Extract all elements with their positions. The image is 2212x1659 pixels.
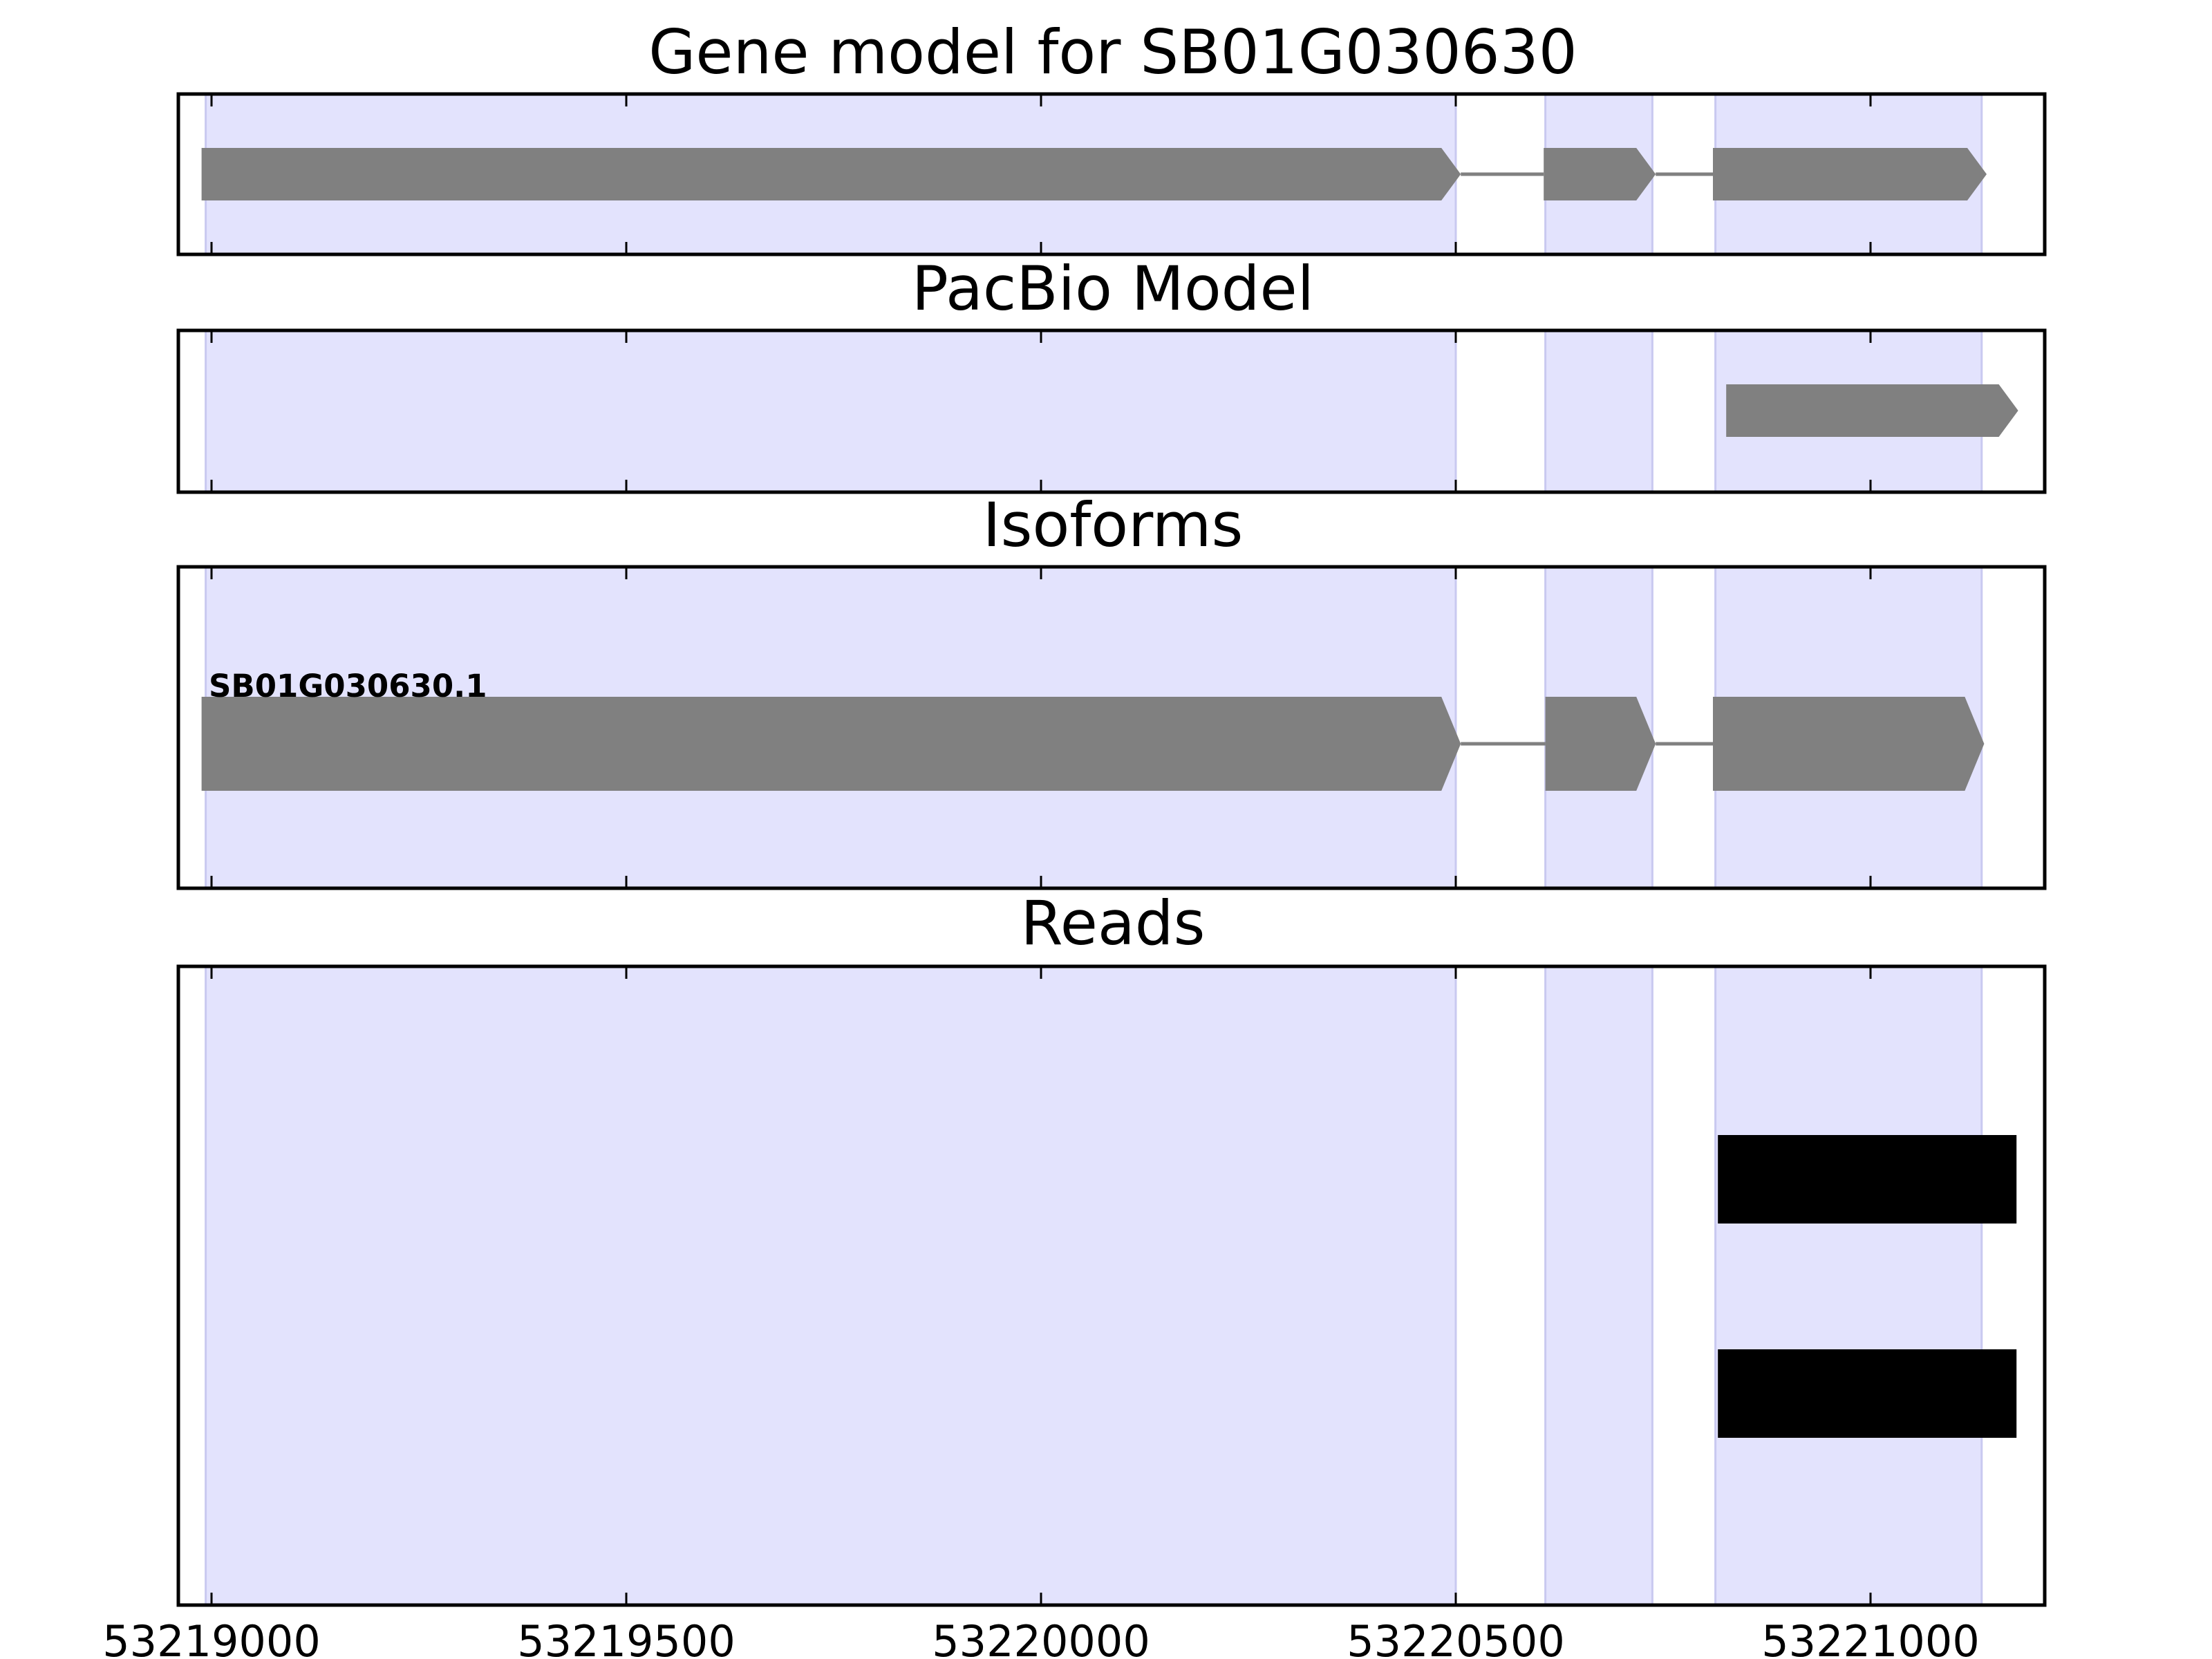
x-tick-label: 53220500 [1347, 1616, 1565, 1659]
exon-region-band [1544, 965, 1653, 1606]
exon-feature [1713, 697, 1985, 791]
isoform-label: SB01G030630.1 [209, 668, 487, 704]
gene-model-title: Gene model for SB01G030630 [648, 17, 1577, 88]
x-tick-label: 53219000 [102, 1616, 321, 1659]
panel-frame [176, 328, 2047, 494]
read-bar [1718, 1349, 2017, 1438]
exon-feature [201, 148, 1461, 200]
exon-region-band [1544, 329, 1653, 494]
exon-region-band [1714, 965, 1983, 1606]
pacbio-model-panel [176, 328, 2047, 494]
exon-feature [201, 697, 1461, 791]
exon-feature [1544, 148, 1656, 200]
isoforms-panel [176, 565, 2047, 890]
x-tick-label: 53220000 [932, 1616, 1150, 1659]
exon-feature [1726, 384, 2018, 437]
x-axis-tick-labels: 53219000 53219500 53220000 53220500 5322… [102, 1616, 1980, 1659]
x-tick-label: 53219500 [517, 1616, 735, 1659]
panel-frame [176, 964, 2047, 1607]
pacbio-model-title: PacBio Model [912, 253, 1314, 324]
reads-title: Reads [1021, 888, 1206, 959]
panel-frame [176, 92, 2047, 256]
exon-region-band [205, 965, 1457, 1606]
x-tick-label: 53221000 [1761, 1616, 1980, 1659]
exon-region-band [205, 329, 1457, 494]
reads-panel [176, 964, 2047, 1607]
exon-feature [1545, 697, 1656, 791]
gene-model-panel [176, 92, 2047, 256]
panel-frame [176, 565, 2047, 890]
read-bar [1718, 1135, 2017, 1224]
isoforms-title: Isoforms [983, 489, 1244, 561]
exon-feature [1713, 148, 1987, 200]
